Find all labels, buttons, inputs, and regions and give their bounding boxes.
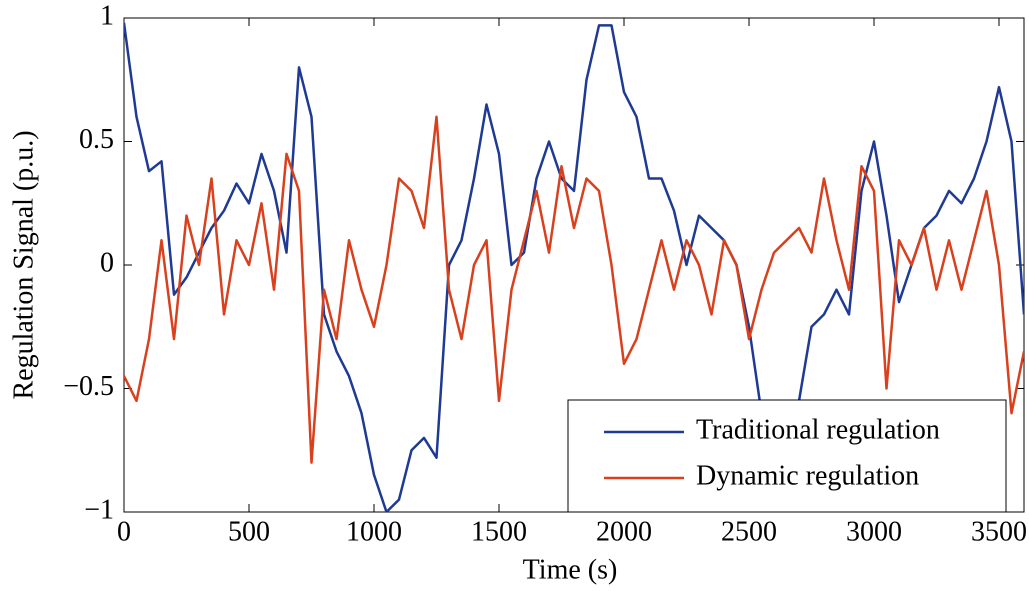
- y-tick-label: −0.5: [63, 371, 114, 402]
- y-tick-label: 1: [100, 0, 114, 31]
- x-tick-label: 2500: [721, 516, 777, 547]
- x-axis-label: Time (s): [523, 554, 618, 585]
- x-tick-label: 1000: [346, 516, 402, 547]
- y-tick-label: 0.5: [79, 124, 114, 155]
- y-tick-label: 0: [100, 247, 114, 278]
- x-tick-label: 3000: [846, 516, 902, 547]
- x-tick-label: 500: [228, 516, 270, 547]
- y-tick-label: −1: [84, 494, 114, 525]
- legend-label: Traditional regulation: [696, 414, 940, 445]
- y-axis-label: Regulation Signal (p.u.): [8, 130, 39, 399]
- x-tick-label: 0: [117, 516, 131, 547]
- series-line: [124, 22, 1024, 512]
- plot-lines: [124, 22, 1024, 512]
- x-tick-label: 1500: [471, 516, 527, 547]
- legend-label: Dynamic regulation: [696, 460, 919, 491]
- x-tick-label: 2000: [596, 516, 652, 547]
- series-line: [124, 115, 1024, 464]
- x-tick-label: 3500: [971, 516, 1027, 547]
- legend-box: [567, 399, 1007, 513]
